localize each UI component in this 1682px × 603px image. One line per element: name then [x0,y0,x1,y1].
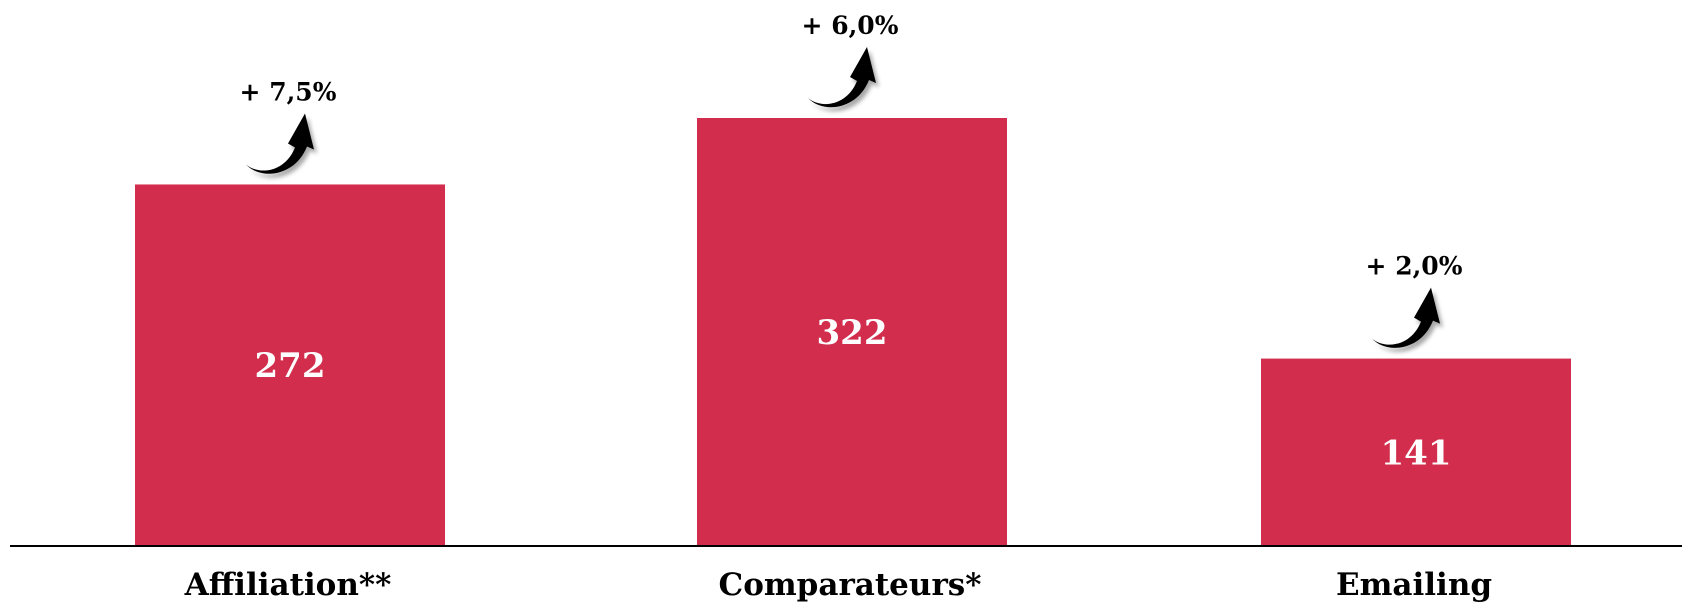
growth-label: + 6,0% [802,11,899,40]
bar-value-label: 322 [817,313,888,353]
bar-value-label: 272 [255,346,326,386]
category-label: Comparateurs* [719,567,982,603]
labels-layer: 272 + 7,5% Affiliation** 322 + 6,0% Comparate… [184,11,1492,603]
curved-up-arrow-icon [808,47,876,108]
growth-label: + 7,5% [240,77,337,106]
curved-up-arrow-icon [1372,287,1440,348]
growth-label: + 2,0% [1366,252,1463,281]
bars-layer [135,118,1571,546]
curved-up-arrow-icon [246,113,314,174]
bar [1261,358,1571,546]
category-label: Emailing [1336,567,1492,603]
bar [697,118,1007,546]
bar-value-label: 141 [1381,433,1452,473]
bar [135,184,445,546]
category-label: Affiliation** [184,567,392,603]
